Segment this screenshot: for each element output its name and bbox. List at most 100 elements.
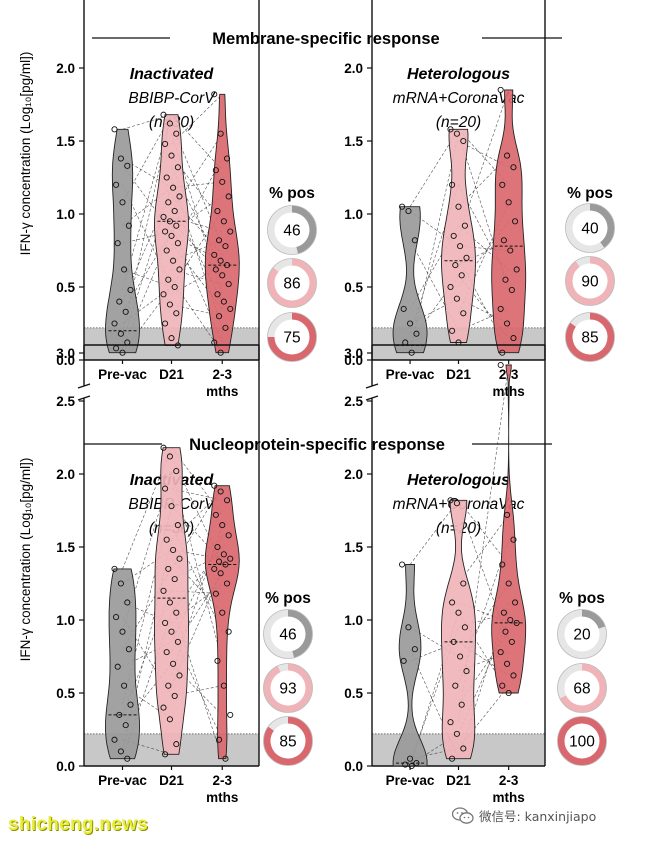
pct-ring-value: 46	[283, 223, 300, 240]
pct-ring-value: 85	[581, 330, 598, 347]
pct-pos-label: % pos	[265, 590, 311, 607]
data-point	[449, 599, 456, 606]
data-point	[212, 511, 219, 518]
pct-ring-outline	[557, 716, 607, 766]
data-point	[227, 305, 234, 312]
data-point	[163, 174, 170, 181]
pct-ring-fill	[287, 609, 313, 658]
chart-panels: InactivatedBBIBP-CorV(n=30)0.00.51.01.52…	[18, 0, 615, 805]
data-point	[223, 580, 231, 587]
data-point	[165, 276, 172, 283]
paired-line	[122, 269, 172, 288]
data-point	[160, 111, 167, 118]
pct-ring-outline	[565, 256, 615, 306]
violin	[154, 114, 189, 346]
y-tick-label: 3.0	[56, 346, 75, 361]
data-point	[122, 308, 129, 315]
data-point	[450, 638, 457, 645]
x-category-label: Pre-vac	[386, 773, 435, 788]
paired-line	[171, 488, 223, 501]
data-point	[497, 86, 504, 93]
y-tick-label: 1.5	[56, 134, 75, 149]
data-point	[214, 543, 221, 551]
data-point	[452, 682, 459, 689]
data-point	[168, 628, 175, 635]
data-point	[497, 361, 504, 369]
pct-ring-outline	[267, 312, 317, 362]
data-point	[510, 164, 517, 171]
paired-line	[409, 641, 459, 662]
chart-panel: InactivatedBBIBP-CorV(n=30)0.00.51.01.52…	[18, 0, 317, 399]
x-category-label: D21	[159, 773, 184, 788]
data-point	[124, 599, 131, 606]
data-point	[411, 646, 418, 653]
data-point	[407, 320, 414, 327]
pct-ring-value: 85	[279, 734, 296, 751]
y-tick-label: 2.0	[56, 467, 75, 482]
data-point	[505, 580, 512, 587]
data-point	[513, 619, 520, 626]
data-point	[171, 692, 178, 699]
x-category-label: D21	[446, 367, 471, 382]
data-point	[510, 672, 517, 679]
data-point	[163, 247, 170, 254]
data-point	[124, 162, 131, 169]
data-point	[165, 199, 172, 206]
pct-ring-fill	[263, 663, 313, 713]
y-tick-label: 1.5	[56, 540, 75, 555]
pct-ring-value: 46	[279, 627, 296, 644]
pct-ring-fill	[263, 716, 313, 766]
data-point	[160, 291, 167, 298]
data-point	[170, 660, 177, 667]
pct-ring-outline	[263, 663, 313, 713]
data-point	[116, 711, 123, 718]
paired-line	[122, 602, 172, 624]
data-point	[173, 222, 180, 229]
data-point	[223, 262, 231, 269]
data-point	[449, 755, 456, 762]
data-point	[111, 126, 118, 133]
data-point	[173, 468, 180, 475]
data-point	[211, 482, 218, 489]
paired-line	[458, 221, 509, 288]
paired-line	[171, 114, 223, 171]
pct-pos-label: % pos	[269, 185, 315, 202]
pct-ring-outline	[263, 716, 313, 766]
y-axis-label: IFN-γ concentration (Log₁₀[pg/ml])	[18, 52, 33, 256]
data-point	[413, 330, 420, 337]
data-point	[170, 184, 177, 191]
chart-panel: Heterologous mRNA+CoronaVac (n=20) 0.0 0.5 1.…	[344, 0, 615, 399]
data-point	[171, 208, 178, 215]
data-point	[458, 272, 465, 279]
data-point	[217, 570, 224, 577]
data-point	[500, 609, 507, 616]
y-tick-label: 0.0	[344, 759, 363, 774]
data-point	[217, 349, 224, 356]
pct-ring-value: 86	[283, 276, 300, 293]
data-point	[499, 682, 506, 689]
data-point	[499, 181, 506, 188]
data-point	[111, 320, 118, 327]
data-point	[162, 751, 169, 758]
axis-break-mark	[365, 395, 379, 401]
data-point	[173, 310, 180, 317]
data-point	[512, 599, 519, 606]
data-point	[162, 485, 169, 492]
data-point	[165, 565, 172, 572]
paired-line	[458, 651, 509, 672]
violin	[392, 206, 428, 354]
axis-break-mark	[365, 383, 379, 389]
y-tick-label: 1.5	[344, 134, 363, 149]
paired-line	[171, 304, 223, 317]
data-point	[162, 619, 169, 626]
data-point	[176, 555, 183, 562]
x-category-label: Pre-vac	[98, 773, 147, 788]
data-point	[166, 453, 173, 460]
data-point	[510, 335, 517, 342]
y-tick-label: 2.5	[56, 0, 75, 3]
data-point	[219, 272, 226, 279]
data-point	[227, 228, 234, 235]
data-point	[214, 291, 221, 298]
data-point	[222, 561, 229, 568]
paired-line	[458, 500, 509, 565]
